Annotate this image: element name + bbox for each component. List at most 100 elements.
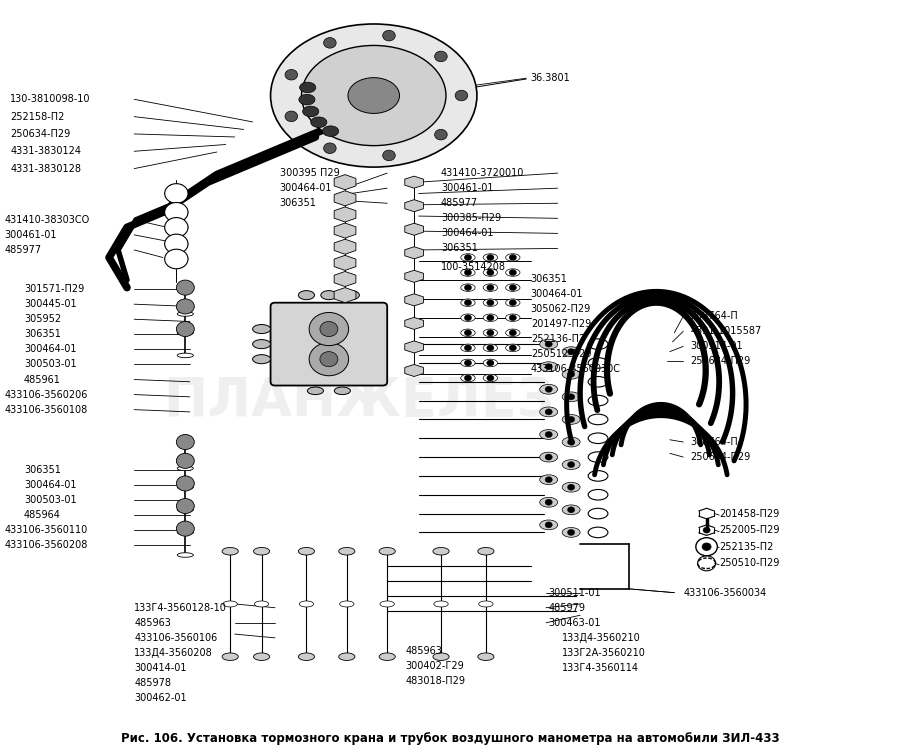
Text: 300462-01: 300462-01: [134, 693, 187, 703]
Ellipse shape: [271, 24, 477, 167]
Circle shape: [285, 111, 298, 122]
Ellipse shape: [506, 284, 520, 291]
Text: 250634-П29: 250634-П29: [690, 452, 751, 462]
Ellipse shape: [483, 329, 498, 336]
Ellipse shape: [177, 553, 194, 557]
Ellipse shape: [540, 362, 558, 372]
Text: 431410-3720010: 431410-3720010: [441, 168, 525, 178]
Polygon shape: [334, 191, 356, 206]
Text: 300464-01: 300464-01: [280, 183, 332, 194]
Ellipse shape: [478, 653, 494, 661]
Text: 4331-3830128: 4331-3830128: [11, 163, 81, 174]
Circle shape: [285, 70, 298, 80]
Ellipse shape: [478, 547, 494, 555]
Text: 431410-38303СО: 431410-38303СО: [4, 215, 89, 225]
Ellipse shape: [322, 126, 338, 136]
Text: 133Г4-3560114: 133Г4-3560114: [562, 663, 639, 673]
Ellipse shape: [253, 324, 271, 333]
Text: 300464-01: 300464-01: [531, 289, 583, 299]
Circle shape: [487, 375, 494, 381]
Ellipse shape: [177, 311, 194, 316]
Ellipse shape: [461, 284, 475, 291]
Text: 485963: 485963: [134, 618, 171, 627]
Circle shape: [464, 360, 472, 366]
Text: 4331-1015587: 4331-1015587: [690, 327, 761, 336]
Ellipse shape: [506, 314, 520, 321]
Text: 305062-П29: 305062-П29: [531, 304, 591, 314]
Text: 485977: 485977: [4, 245, 41, 255]
Text: 201458-П29: 201458-П29: [719, 509, 779, 519]
Text: 485977: 485977: [441, 198, 478, 208]
Circle shape: [165, 249, 188, 269]
Polygon shape: [334, 287, 356, 302]
Circle shape: [545, 364, 553, 370]
Text: 300464-01: 300464-01: [23, 480, 76, 490]
Ellipse shape: [479, 601, 493, 607]
Circle shape: [568, 462, 575, 468]
Ellipse shape: [300, 82, 316, 93]
Ellipse shape: [483, 254, 498, 262]
Circle shape: [509, 255, 517, 261]
Circle shape: [703, 527, 710, 533]
Ellipse shape: [506, 299, 520, 306]
Ellipse shape: [379, 547, 395, 555]
Circle shape: [464, 314, 472, 321]
Ellipse shape: [338, 653, 355, 661]
Circle shape: [545, 454, 553, 460]
Circle shape: [324, 143, 337, 153]
Circle shape: [165, 218, 188, 237]
Circle shape: [464, 345, 472, 351]
Ellipse shape: [540, 384, 558, 394]
Ellipse shape: [562, 347, 580, 357]
Text: Рис. 106. Установка тормозного крана и трубок воздушного манометра на автомобили: Рис. 106. Установка тормозного крана и т…: [121, 732, 779, 745]
Text: 485978: 485978: [134, 678, 171, 688]
Circle shape: [176, 498, 194, 513]
Ellipse shape: [483, 284, 498, 291]
Circle shape: [487, 255, 494, 261]
Ellipse shape: [483, 344, 498, 352]
Text: 250634-П29: 250634-П29: [690, 356, 751, 367]
Text: 308764-П: 308764-П: [690, 437, 738, 447]
Polygon shape: [405, 176, 423, 188]
Ellipse shape: [307, 387, 323, 395]
Ellipse shape: [483, 269, 498, 276]
Text: 300402-Г29: 300402-Г29: [405, 661, 464, 671]
Circle shape: [165, 234, 188, 254]
Text: 433106-3560208: 433106-3560208: [4, 541, 87, 550]
Text: 36.3801: 36.3801: [531, 73, 571, 83]
Ellipse shape: [483, 299, 498, 306]
Polygon shape: [405, 200, 423, 212]
Polygon shape: [405, 223, 423, 235]
Text: 133Д4-3560208: 133Д4-3560208: [134, 648, 213, 658]
Ellipse shape: [461, 314, 475, 321]
Text: 485979: 485979: [549, 603, 586, 612]
Text: 300461-01: 300461-01: [441, 183, 493, 194]
Circle shape: [545, 432, 553, 438]
Circle shape: [545, 386, 553, 392]
Ellipse shape: [562, 414, 580, 424]
Ellipse shape: [483, 359, 498, 367]
Ellipse shape: [177, 530, 194, 534]
Circle shape: [568, 484, 575, 490]
Ellipse shape: [506, 344, 520, 352]
Ellipse shape: [348, 78, 400, 113]
Text: 301571-П29: 301571-П29: [23, 284, 84, 294]
Ellipse shape: [299, 547, 314, 555]
Ellipse shape: [461, 359, 475, 367]
Text: 300503-01: 300503-01: [23, 495, 76, 505]
Circle shape: [487, 314, 494, 321]
Ellipse shape: [310, 117, 327, 128]
Circle shape: [320, 321, 338, 336]
Text: 306351: 306351: [23, 465, 60, 475]
Ellipse shape: [562, 392, 580, 401]
Circle shape: [176, 299, 194, 314]
Circle shape: [487, 299, 494, 305]
Circle shape: [702, 543, 711, 550]
Text: 433106-3560108: 433106-3560108: [4, 404, 87, 414]
Ellipse shape: [299, 290, 314, 299]
Ellipse shape: [562, 370, 580, 379]
Circle shape: [568, 371, 575, 377]
Circle shape: [176, 476, 194, 491]
Polygon shape: [405, 294, 423, 306]
Ellipse shape: [562, 482, 580, 492]
